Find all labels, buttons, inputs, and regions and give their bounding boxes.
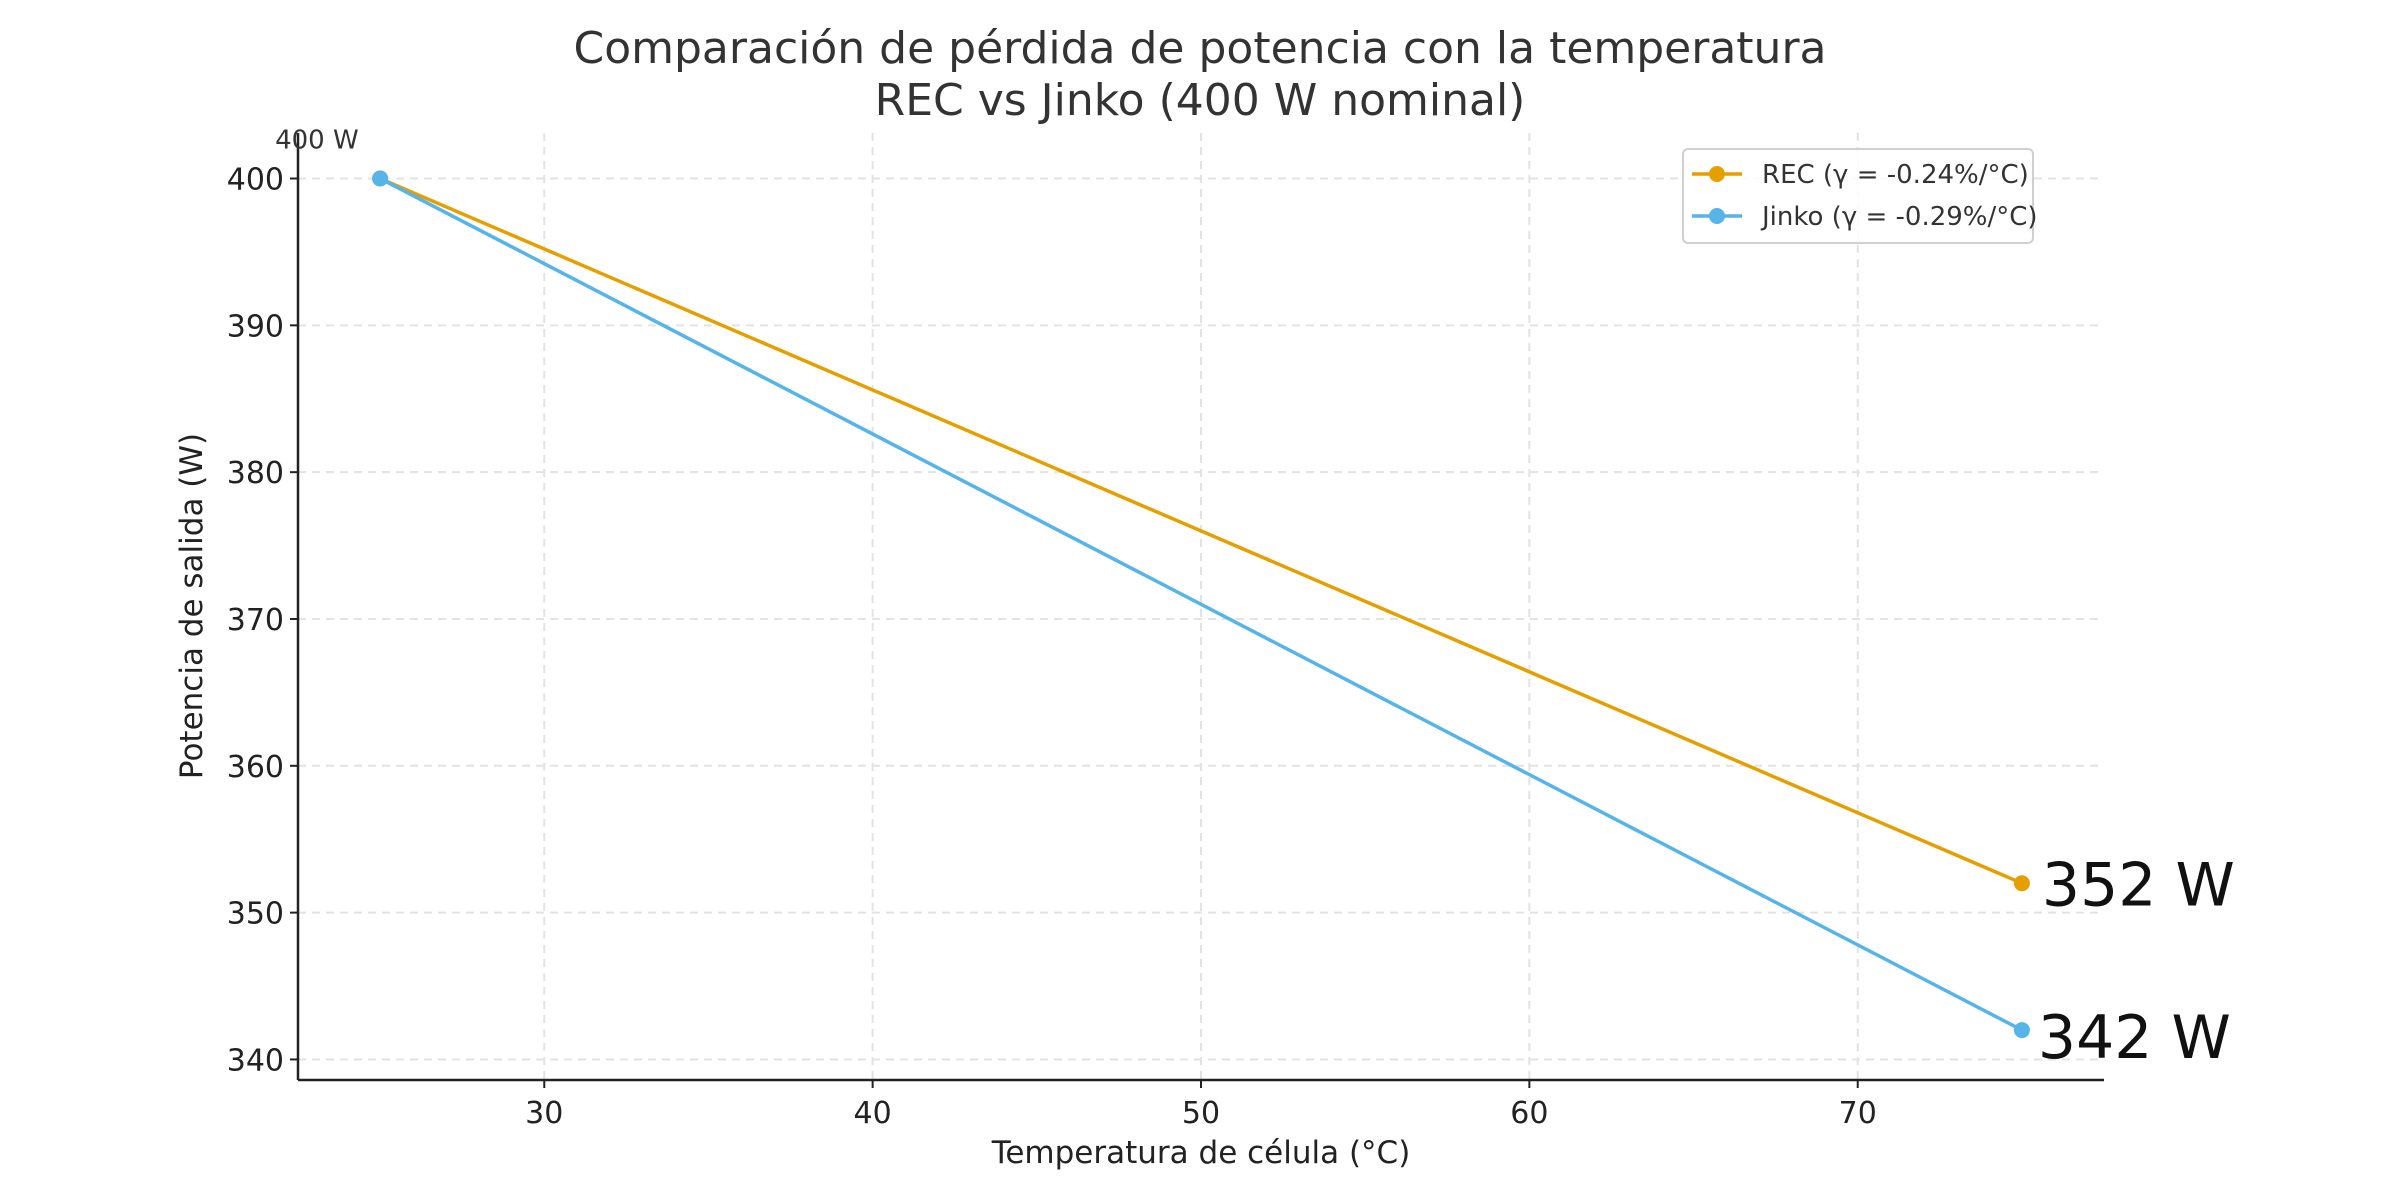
y-tick-label: 390 — [227, 309, 284, 344]
x-tick-label: 70 — [1839, 1096, 1877, 1131]
data-point — [372, 170, 389, 187]
data-point — [2013, 1022, 2030, 1039]
legend-swatch-marker — [1709, 166, 1725, 182]
annotations: 400 W 352 W 342 W — [275, 126, 2235, 1074]
series-line — [379, 176, 2023, 885]
x-tick-label: 50 — [1182, 1096, 1220, 1131]
y-tick-label: 400 — [227, 163, 284, 198]
chart-title: Comparación de pérdida de potencia con l… — [574, 23, 1827, 74]
ticks: 30 40 50 60 70 340 350 360 370 380 390 400 — [227, 163, 1877, 1131]
annotation-label: 352 W — [2042, 850, 2235, 920]
legend-label: Jinko (γ = -0.29%/°C) — [1760, 202, 2038, 232]
data-point — [2013, 875, 2030, 892]
y-tick-label: 380 — [227, 456, 284, 491]
legend-box — [1682, 148, 2034, 244]
annotation-label: 400 W — [275, 126, 359, 156]
y-tick-label: 350 — [227, 897, 284, 932]
series — [372, 170, 2030, 1039]
y-tick-label: 370 — [227, 603, 284, 638]
series-line — [379, 176, 2023, 1032]
x-axis-label: Temperatura de célula (°C) — [991, 1135, 1411, 1171]
x-tick-label: 40 — [854, 1096, 892, 1131]
y-tick-label: 360 — [227, 750, 284, 785]
legend-swatch-marker — [1709, 208, 1725, 224]
annotation-label: 342 W — [2038, 1003, 2231, 1073]
chart-subtitle: REC vs Jinko (400 W nominal) — [875, 75, 1526, 126]
legend: REC (γ = -0.24%/°C) Jinko (γ = -0.29%/°C) — [1682, 148, 2038, 244]
x-tick-label: 30 — [525, 1096, 563, 1131]
x-tick-label: 60 — [1510, 1096, 1548, 1131]
y-axis-label: Potencia de salida (W) — [174, 433, 210, 779]
legend-label: REC (γ = -0.24%/°C) — [1762, 160, 2029, 190]
y-tick-label: 340 — [227, 1043, 284, 1078]
